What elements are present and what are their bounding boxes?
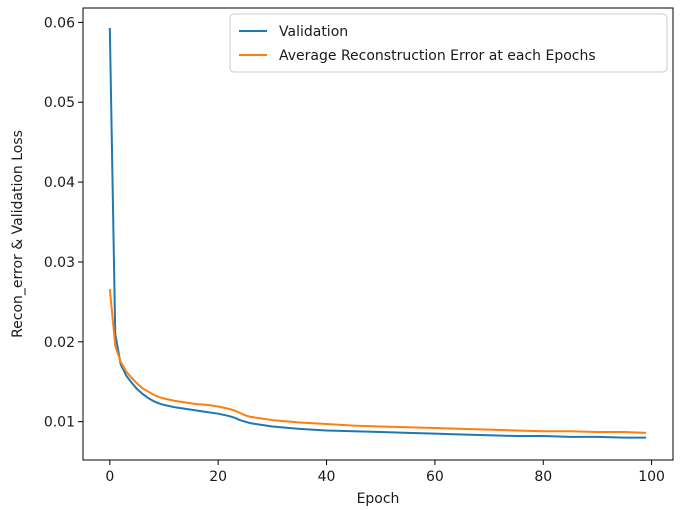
x-tick-label: 20	[209, 469, 227, 485]
x-axis: 0 20 40 60 80 100	[105, 460, 665, 485]
y-tick-label: 0.04	[44, 175, 75, 191]
y-tick-label: 0.05	[44, 95, 75, 111]
series-layer	[108, 27, 647, 439]
x-tick-label: 60	[426, 469, 444, 485]
y-tick-label: 0.02	[44, 335, 75, 351]
legend-label: Average Reconstruction Error at each Epo…	[279, 48, 596, 64]
legend: Validation Average Reconstruction Error a…	[229, 13, 668, 73]
x-axis-label: Epoch	[357, 491, 400, 507]
y-axis-label: Recon_error & Validation Loss	[10, 130, 26, 338]
y-tick-label: 0.06	[44, 15, 75, 31]
y-tick-label: 0.03	[44, 255, 75, 271]
series-line-2	[108, 289, 647, 434]
x-tick-label: 0	[105, 469, 114, 485]
legend-box	[229, 13, 668, 73]
x-tick-label: 40	[318, 469, 336, 485]
legend-label: Validation	[279, 24, 348, 40]
y-axis: 0.01 0.02 0.03 0.04 0.05 0.06	[44, 15, 83, 431]
axes-frame	[82, 7, 674, 461]
x-tick-label: 80	[534, 469, 552, 485]
y-tick-label: 0.01	[44, 415, 75, 431]
series-line-1	[108, 27, 647, 439]
x-tick-label: 100	[638, 469, 665, 485]
